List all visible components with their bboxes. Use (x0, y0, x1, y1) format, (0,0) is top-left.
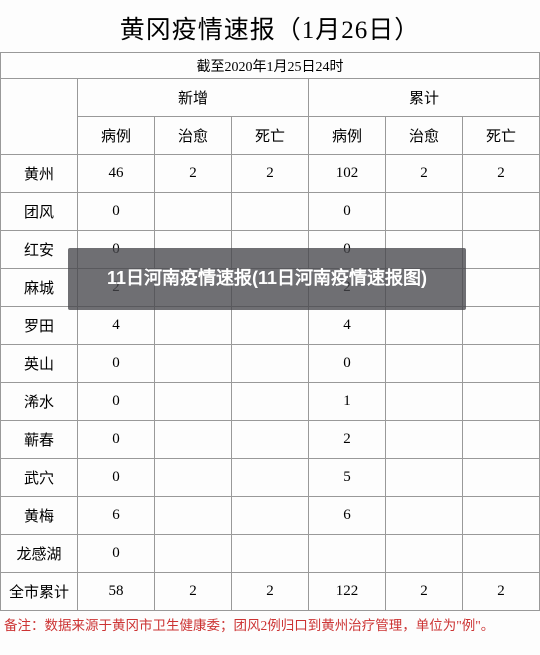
region-label: 蕲春 (1, 421, 78, 459)
overlay-text: 11日河南疫情速报(11日河南疫情速报图) (107, 266, 427, 291)
cell (386, 307, 463, 345)
region-label: 红安 (1, 231, 78, 269)
cell: 0 (78, 535, 155, 573)
cell (232, 383, 309, 421)
cell (232, 535, 309, 573)
table-row: 龙感湖0 (1, 535, 540, 573)
region-label: 罗田 (1, 307, 78, 345)
cell (309, 535, 386, 573)
col-header: 病例 (309, 117, 386, 155)
cell (155, 383, 232, 421)
col-header: 死亡 (232, 117, 309, 155)
overlay-caption: 11日河南疫情速报(11日河南疫情速报图) (68, 248, 466, 310)
cell (386, 535, 463, 573)
cell (155, 345, 232, 383)
cell: 2 (155, 573, 232, 611)
cell (155, 459, 232, 497)
cell (463, 497, 540, 535)
cell (463, 535, 540, 573)
group-header-total: 累计 (309, 79, 540, 117)
col-header: 病例 (78, 117, 155, 155)
table-row: 黄州462210222 (1, 155, 540, 193)
footnote: 备注：数据来源于黄冈市卫生健康委；团风2例归口到黄州治疗管理，单位为"例"。 (0, 611, 540, 635)
region-label: 麻城 (1, 269, 78, 307)
cell: 0 (309, 193, 386, 231)
cell (232, 497, 309, 535)
group-header-new: 新增 (78, 79, 309, 117)
cell (463, 307, 540, 345)
region-label: 浠水 (1, 383, 78, 421)
cell (232, 459, 309, 497)
region-label: 龙感湖 (1, 535, 78, 573)
report-table: 截至2020年1月25日24时 新增 累计 病例 治愈 死亡 病例 治愈 死亡 … (0, 52, 540, 611)
cell: 4 (309, 307, 386, 345)
cell: 0 (309, 345, 386, 383)
cell (155, 497, 232, 535)
cell: 122 (309, 573, 386, 611)
table-row: 黄梅66 (1, 497, 540, 535)
total-row: 全市累计 58 2 2 122 2 2 (1, 573, 540, 611)
col-header: 死亡 (463, 117, 540, 155)
corner-cell (1, 79, 78, 155)
cell (232, 193, 309, 231)
cell (155, 193, 232, 231)
region-label: 黄州 (1, 155, 78, 193)
cell: 2 (463, 573, 540, 611)
cell (386, 383, 463, 421)
cell (232, 307, 309, 345)
cell: 0 (78, 193, 155, 231)
table-row: 武穴0 5 (1, 459, 540, 497)
cell: 102 (309, 155, 386, 193)
cell: 2 (386, 155, 463, 193)
region-label: 团风 (1, 193, 78, 231)
cell: 58 (78, 573, 155, 611)
cell: 6 (309, 497, 386, 535)
cell (463, 459, 540, 497)
cell (232, 345, 309, 383)
col-header: 治愈 (386, 117, 463, 155)
total-label: 全市累计 (1, 573, 78, 611)
cell: 2 (309, 421, 386, 459)
cell (463, 269, 540, 307)
cell (463, 193, 540, 231)
cell (386, 421, 463, 459)
region-label: 武穴 (1, 459, 78, 497)
cell: 6 (78, 497, 155, 535)
subtitle: 截至2020年1月25日24时 (1, 53, 540, 79)
table-row: 浠水0 1 (1, 383, 540, 421)
region-label: 黄梅 (1, 497, 78, 535)
table-row: 团风00 (1, 193, 540, 231)
table-row: 罗田44 (1, 307, 540, 345)
cell: 0 (78, 345, 155, 383)
table-row: 英山00 (1, 345, 540, 383)
cell (386, 193, 463, 231)
cell: 46 (78, 155, 155, 193)
page-title: 黄冈疫情速报（1月26日） (0, 0, 540, 52)
cell (386, 345, 463, 383)
cell: 5 (309, 459, 386, 497)
cell: 2 (232, 573, 309, 611)
table-row: 蕲春0 2 (1, 421, 540, 459)
cell: 4 (78, 307, 155, 345)
cell: 0 (78, 383, 155, 421)
cell: 2 (386, 573, 463, 611)
cell (155, 307, 232, 345)
cell: 1 (309, 383, 386, 421)
cell: 2 (155, 155, 232, 193)
cell: 0 (78, 421, 155, 459)
cell: 2 (463, 155, 540, 193)
cell (155, 421, 232, 459)
cell (463, 421, 540, 459)
cell (386, 497, 463, 535)
cell (463, 231, 540, 269)
col-header: 治愈 (155, 117, 232, 155)
cell: 0 (78, 459, 155, 497)
cell (463, 383, 540, 421)
cell: 2 (232, 155, 309, 193)
region-label: 英山 (1, 345, 78, 383)
cell (463, 345, 540, 383)
cell (386, 459, 463, 497)
cell (232, 421, 309, 459)
cell (155, 535, 232, 573)
